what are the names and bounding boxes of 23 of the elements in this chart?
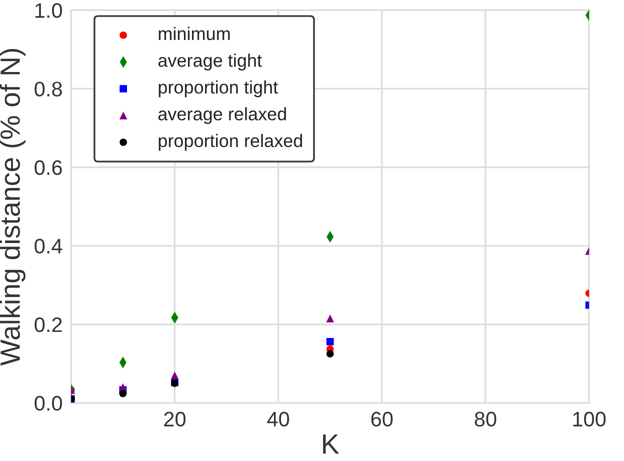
legend-label: minimum [158,26,230,40]
point [326,338,334,346]
y-tick-label: 0.6 [34,160,62,176]
point [326,314,334,322]
point [119,390,127,398]
legend-label: proportion tight [158,80,278,98]
point [170,371,179,380]
x-tick-label: 80 [474,412,496,427]
y-axis-title: Walking distance (% of N) [0,48,26,366]
x-tick-label: 100 [573,412,606,427]
y-tick-label: 0.2 [34,317,62,332]
x-tick-label: 20 [164,412,186,427]
legend-label: average relaxed [158,107,286,124]
y-tick-label: 0.8 [34,82,62,96]
y-tick-label: 0.0 [34,396,62,411]
x-axis-title: K [323,434,340,454]
legend-label: proportion relaxed [158,134,302,151]
x-tick-label: 40 [267,412,290,427]
legend-label: average tight [158,54,262,70]
y-tick-label: 1.0 [35,3,62,18]
y-tick-label: 0.4 [34,238,62,254]
x-tick-label: 60 [371,412,393,427]
point [326,350,334,358]
